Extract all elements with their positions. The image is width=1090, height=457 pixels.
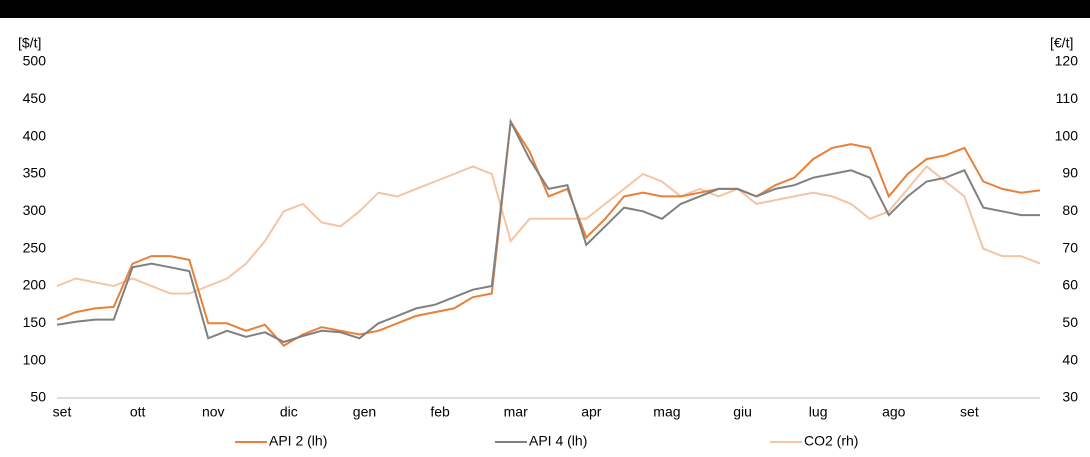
y-tick-label: 50 — [30, 389, 46, 405]
x-tick-label: lug — [809, 404, 828, 420]
x-tick-label: mag — [653, 404, 680, 420]
y-tick-label: 400 — [23, 127, 47, 143]
y2-tick-label: 40 — [1062, 351, 1078, 367]
x-tick-label: mar — [504, 404, 528, 420]
y-tick-label: 450 — [23, 90, 47, 106]
y2-tick-label: 70 — [1062, 239, 1078, 255]
y2-axis-label: [€/t] — [1050, 35, 1073, 51]
y2-tick-label: 30 — [1062, 389, 1078, 405]
series-line — [56, 118, 1041, 347]
y2-tick-label: 50 — [1062, 314, 1078, 330]
y-tick-label: 100 — [23, 351, 47, 367]
x-tick-label: giu — [733, 404, 752, 420]
legend-label: CO2 (rh) — [804, 433, 858, 449]
x-tick-label: gen — [353, 404, 376, 420]
legend-label: API 2 (lh) — [269, 433, 327, 449]
y-tick-label: 200 — [23, 277, 47, 293]
y-tick-label: 250 — [23, 239, 47, 255]
x-tick-label: apr — [581, 404, 602, 420]
x-tick-label: ott — [130, 404, 146, 420]
y2-tick-label: 100 — [1055, 127, 1079, 143]
x-tick-label: ago — [882, 404, 906, 420]
series-line — [56, 118, 1040, 344]
x-tick-label: set — [960, 404, 979, 420]
x-tick-label: dic — [280, 404, 298, 420]
y2-tick-label: 90 — [1062, 165, 1078, 181]
y-tick-label: 500 — [23, 53, 47, 69]
y2-tick-label: 80 — [1062, 202, 1078, 218]
x-tick-label: nov — [202, 404, 225, 420]
legend-label: API 4 (lh) — [529, 433, 587, 449]
series-line — [56, 165, 1041, 295]
y-tick-label: 300 — [23, 202, 47, 218]
y2-tick-label: 60 — [1062, 277, 1078, 293]
y-tick-label: 350 — [23, 165, 47, 181]
top-bar — [0, 0, 1090, 18]
x-tick-label: feb — [430, 404, 450, 420]
y-tick-label: 150 — [23, 314, 47, 330]
y2-tick-label: 120 — [1055, 53, 1079, 69]
y2-tick-label: 110 — [1056, 90, 1079, 106]
y-axis-label: [$/t] — [18, 35, 41, 51]
x-tick-label: set — [53, 404, 72, 420]
